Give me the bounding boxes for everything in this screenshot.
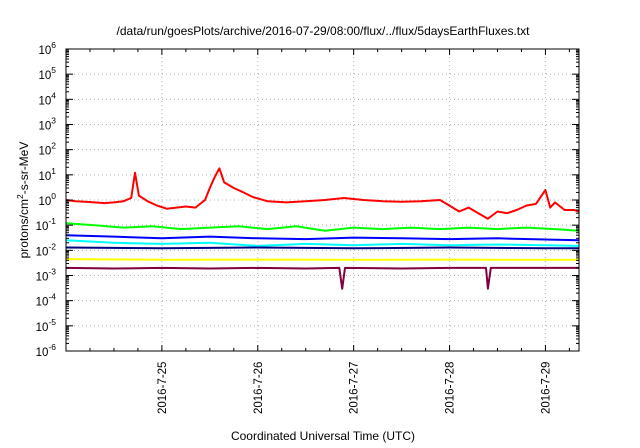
y-tick-base: 10 [36,322,49,334]
y-tick-label: 10-4 [36,292,57,309]
y-tick-base: 10 [38,70,51,82]
y-tick-base: 10 [38,171,51,183]
series-line-2 [65,239,580,247]
series-line-4 [65,246,579,250]
y-tick-exponent: -5 [48,317,56,327]
y-tick-base: 10 [36,272,49,284]
y-tick-exponent: 1 [51,166,56,176]
x-tick-label: 2016-7-28 [445,362,457,414]
x-tick-label: 2016-7-27 [349,362,361,414]
series-line-3 [65,234,580,242]
y-tick-exponent: -4 [48,292,56,302]
y-tick-base: 10 [36,246,49,258]
y-tick-label: 10-3 [36,267,57,284]
y-tick-label: 104 [38,90,56,107]
y-tick-label: 103 [38,116,56,133]
y-tick-label: 10-2 [36,241,57,258]
y-tick-base: 10 [38,95,51,107]
y-tick-label: 102 [38,141,56,158]
chart-title: /data/run/goesPlots/archive/2016-07-29/0… [117,24,531,38]
series-line-5 [65,258,579,261]
y-tick-base: 10 [36,221,49,233]
y-tick-exponent: 3 [51,116,56,126]
y-tick-base: 10 [38,196,51,208]
y-tick-base: 10 [38,146,51,158]
y-tick-base: 10 [36,297,49,309]
y-tick-exponent: 4 [51,90,56,100]
y-tick-label: 105 [38,65,56,82]
y-tick-exponent: -1 [48,216,56,226]
series-line-0 [65,167,580,220]
series-line-6 [65,266,579,290]
x-tick-label: 2016-7-26 [253,362,265,414]
y-tick-label: 10-6 [36,342,57,359]
y-tick-exponent: -3 [48,267,56,277]
series-line-1 [65,222,580,232]
y-tick-base: 10 [36,347,49,359]
y-tick-label: 106 [38,40,56,57]
y-axis-label: protons/cm2-s-sr-MeV [15,142,31,259]
y-tick-exponent: 5 [51,65,56,75]
y-tick-base: 10 [38,45,51,57]
x-tick-label: 2016-7-29 [540,362,552,414]
y-tick-exponent: 6 [51,40,56,50]
y-tick-exponent: -6 [48,342,56,352]
x-tick-label: 2016-7-25 [157,362,169,414]
y-tick-base: 10 [38,121,51,133]
y-tick-exponent: 0 [51,191,56,201]
y-tick-label: 10-5 [36,317,57,334]
y-tick-label: 101 [38,166,56,183]
y-tick-exponent: 2 [51,141,56,151]
x-tick-labels: 2016-7-25 2016-7-26 2016-7-27 2016-7-28 2016… [157,362,553,414]
y-tick-labels: 10-610-510-410-310-210-11001011021031041… [36,40,57,359]
x-axis-label: Coordinated Universal Time (UTC) [231,429,415,443]
y-tick-exponent: -2 [48,241,56,251]
y-tick-label: 10-1 [36,216,57,233]
axis-ticks [66,48,579,352]
series-layer [65,167,580,290]
y-tick-label: 100 [38,191,56,208]
